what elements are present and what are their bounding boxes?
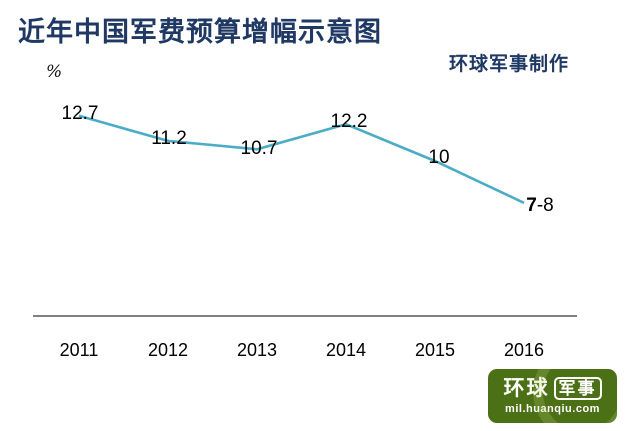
- logo-brand-right: 军事: [553, 377, 602, 400]
- x-axis-tick-label: 2014: [325, 340, 367, 360]
- x-axis-tick-label: 2015: [414, 340, 456, 360]
- credit-text: 环球军事制作: [448, 54, 569, 75]
- y-axis-unit-label: %: [46, 62, 63, 82]
- x-axis-line: [33, 315, 577, 317]
- data-label: 12.7: [61, 102, 99, 124]
- huanqiu-military-logo: 环球 军事 mil.huanqiu.com: [488, 369, 617, 423]
- x-axis-tick-label: 2013: [236, 340, 278, 360]
- data-label: 7-8: [526, 194, 554, 216]
- data-label: 10.7: [240, 138, 278, 160]
- chart-title: 近年中国军费预算增幅示意图: [18, 17, 382, 47]
- data-label: 12.2: [330, 111, 368, 133]
- x-axis-tick-label: 2012: [147, 340, 189, 360]
- x-axis-tick-label: 2016: [503, 340, 545, 360]
- data-label: 10: [428, 147, 450, 168]
- logo-brand-left: 环球: [503, 377, 550, 400]
- trend-line: [78, 114, 525, 205]
- logo-url-text: mil.huanqiu.com: [505, 403, 600, 415]
- x-axis-tick-label: 2011: [59, 340, 99, 360]
- data-label: 11.2: [151, 127, 187, 149]
